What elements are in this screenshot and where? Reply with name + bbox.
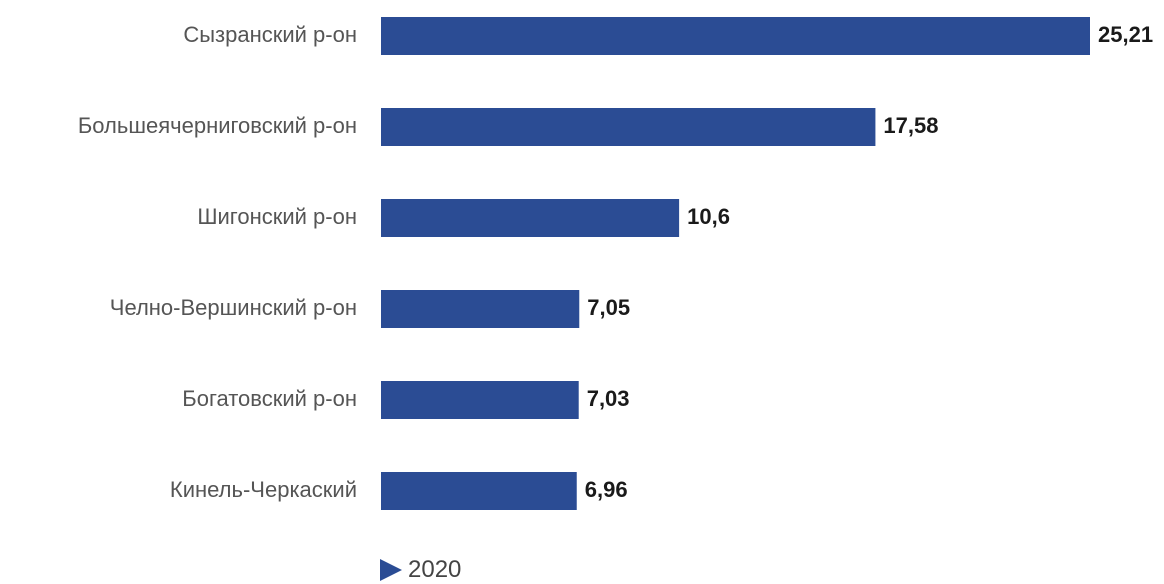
value-label: 7,03 [587, 386, 630, 411]
legend-label: 2020 [408, 556, 462, 583]
category-label: Богатовский р-он [182, 386, 357, 411]
bar [381, 108, 876, 146]
value-label: 25,21 [1098, 22, 1153, 47]
value-label: 6,96 [585, 477, 628, 502]
value-label: 10,6 [687, 204, 730, 229]
category-label: Кинель-Черкаский [170, 477, 357, 502]
legend-triangle-icon [380, 559, 402, 581]
category-label: Челно-Вершинский р-он [110, 295, 357, 320]
bar [381, 17, 1090, 55]
bar [381, 290, 580, 328]
bar [381, 199, 680, 237]
value-label: 17,58 [883, 113, 938, 138]
value-label: 7,05 [587, 295, 630, 320]
category-label: Сызранский р-он [183, 22, 357, 47]
legend: 2020 [380, 556, 461, 584]
category-label: Большеячерниговский р-он [78, 113, 357, 138]
bar [381, 381, 579, 419]
category-label: Шигонский р-он [197, 204, 357, 229]
bar [381, 472, 577, 510]
